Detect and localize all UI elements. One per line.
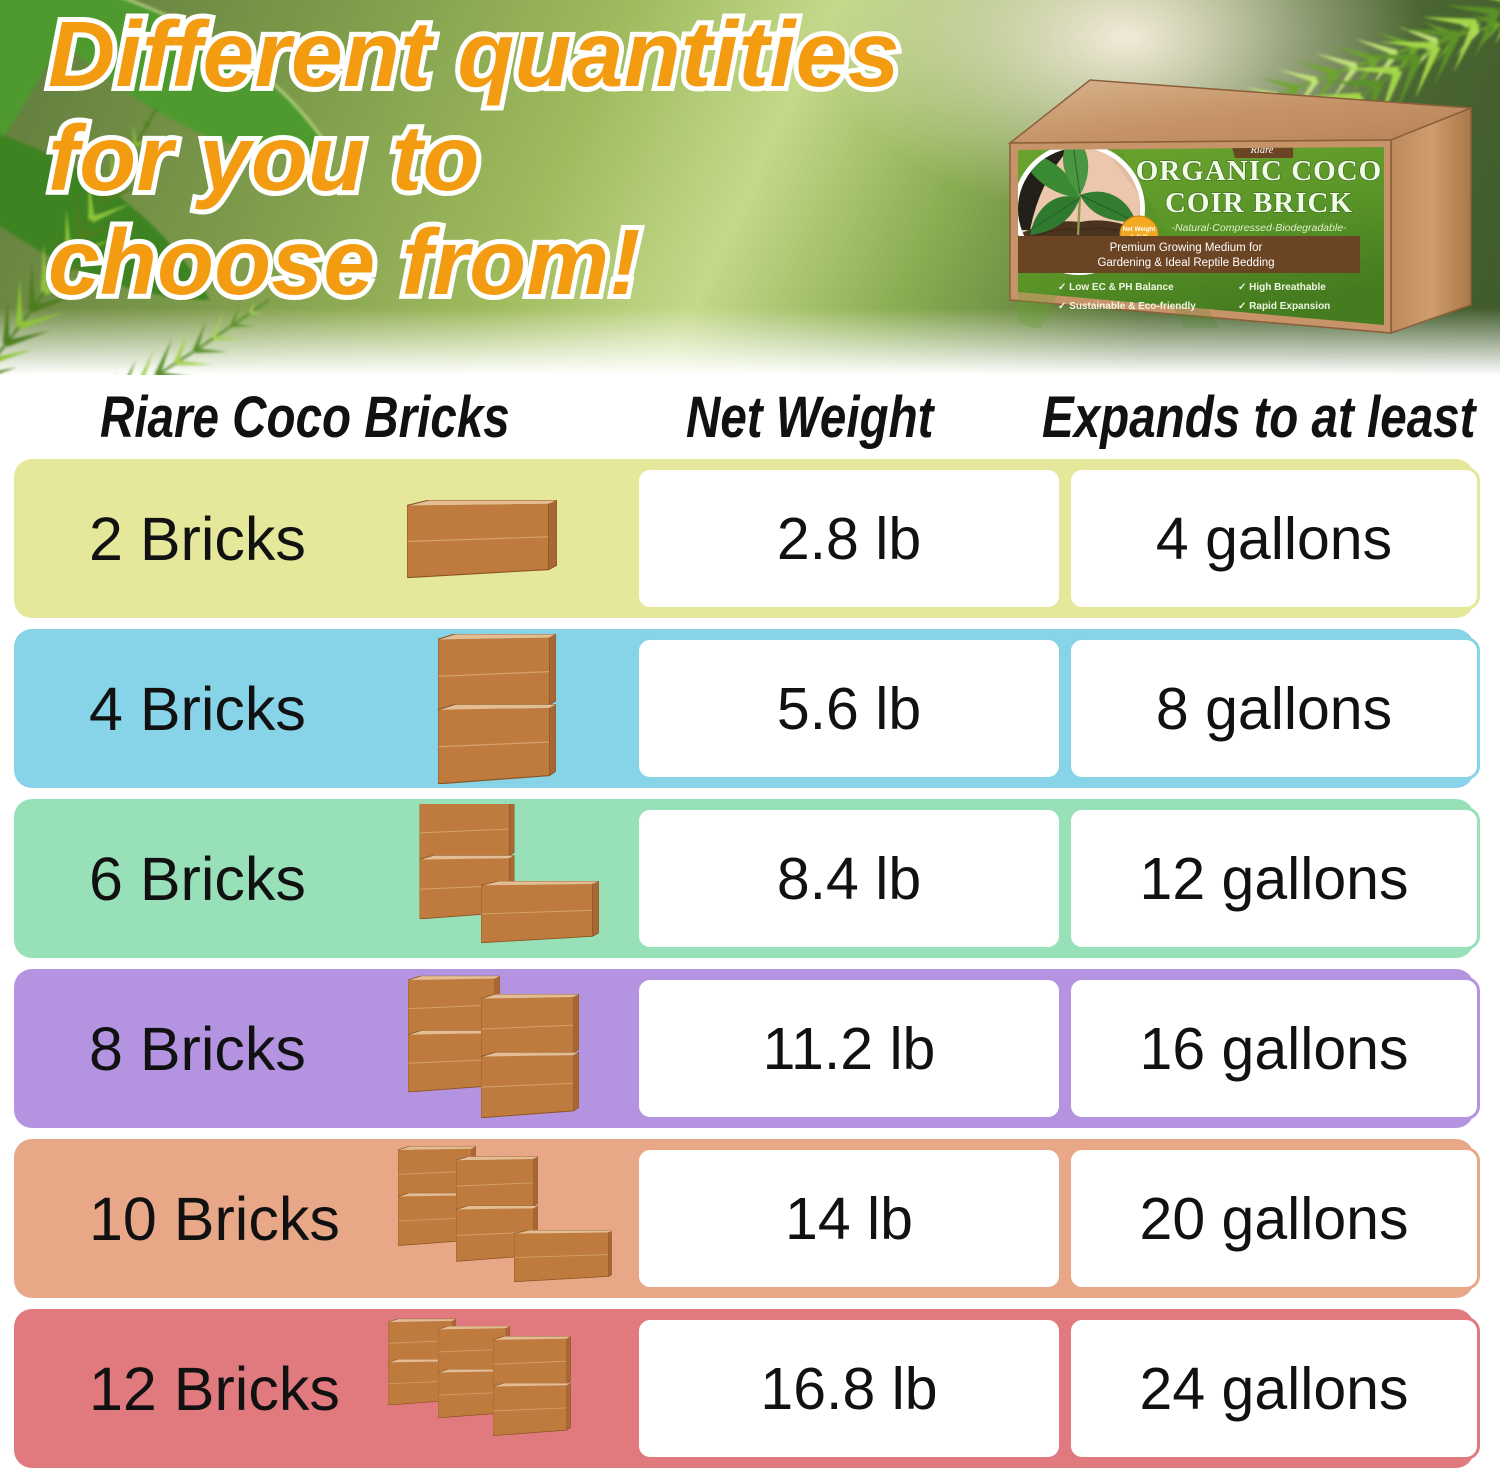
svg-text:✓ High Breathable: ✓ High Breathable bbox=[1238, 282, 1326, 293]
svg-text:COIR BRICK: COIR BRICK bbox=[1165, 187, 1353, 219]
svg-text:✓ Rapid Expansion: ✓ Rapid Expansion bbox=[1238, 301, 1330, 312]
svg-text:✓ Sustainable & Eco-friendly: ✓ Sustainable & Eco-friendly bbox=[1058, 301, 1196, 312]
svg-text:ORGANIC COCO: ORGANIC COCO bbox=[1136, 155, 1382, 187]
svg-text:✓ Low EC & PH Balance: ✓ Low EC & PH Balance bbox=[1058, 282, 1174, 293]
svg-text:Premium Growing Medium for: Premium Growing Medium for bbox=[1110, 242, 1263, 254]
svg-text:Gardening & Ideal Reptile Bedd: Gardening & Ideal Reptile Bedding bbox=[1097, 257, 1274, 269]
svg-text:-Natural·Compressed·Biodegrada: -Natural·Compressed·Biodegradable- bbox=[1171, 222, 1347, 234]
svg-text:Net Weight: Net Weight bbox=[1123, 226, 1157, 233]
